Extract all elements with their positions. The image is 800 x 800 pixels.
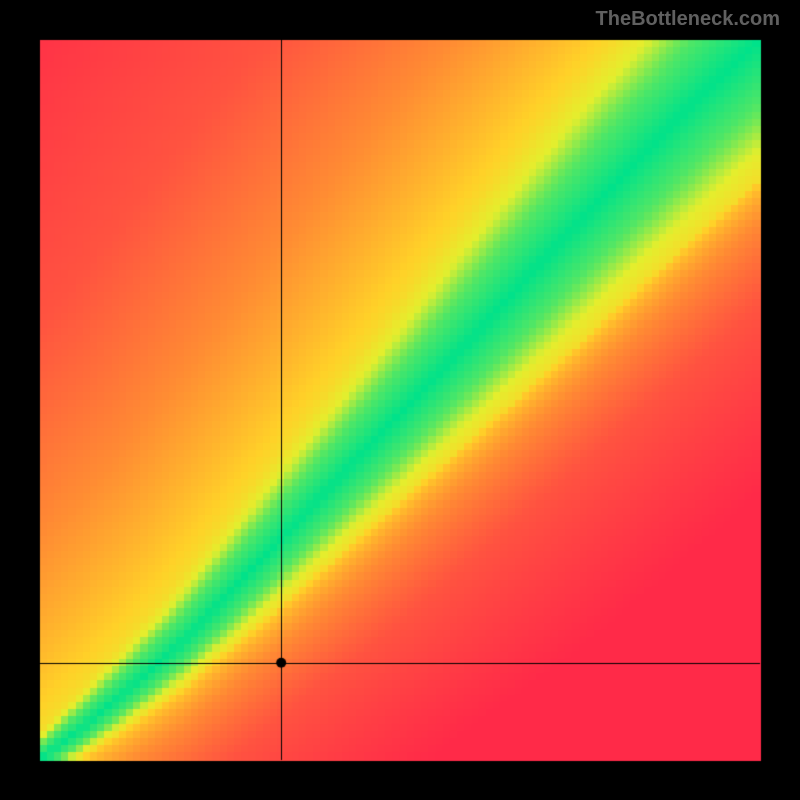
heatmap-canvas [0, 0, 800, 800]
watermark-text: TheBottleneck.com [596, 8, 780, 31]
chart-container: TheBottleneck.com [0, 0, 800, 800]
